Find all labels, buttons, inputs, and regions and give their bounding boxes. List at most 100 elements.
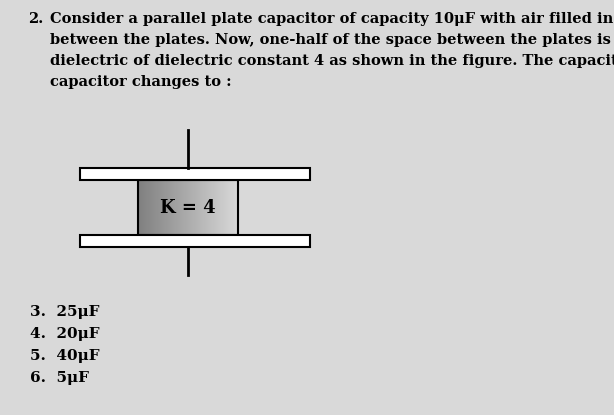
Bar bbox=[222, 180, 223, 235]
Bar bbox=[201, 180, 202, 235]
Text: 4.  20μF: 4. 20μF bbox=[30, 327, 99, 341]
Bar bbox=[225, 180, 226, 235]
Bar bbox=[157, 180, 158, 235]
Bar bbox=[162, 180, 163, 235]
Text: 6.  5μF: 6. 5μF bbox=[30, 371, 89, 385]
Bar bbox=[177, 180, 178, 235]
Bar bbox=[220, 180, 221, 235]
Bar bbox=[192, 180, 193, 235]
Text: 5.  40μF: 5. 40μF bbox=[30, 349, 99, 363]
Bar bbox=[169, 180, 170, 235]
Bar bbox=[156, 180, 157, 235]
Bar bbox=[176, 180, 177, 235]
Bar bbox=[179, 180, 180, 235]
Bar bbox=[237, 180, 238, 235]
Bar bbox=[233, 180, 234, 235]
Bar bbox=[234, 180, 235, 235]
Bar bbox=[175, 180, 176, 235]
Bar bbox=[168, 180, 169, 235]
Bar bbox=[142, 180, 143, 235]
Text: Consider a parallel plate capacitor of capacity 10μF with air filled in the gap
: Consider a parallel plate capacitor of c… bbox=[50, 12, 614, 90]
Bar bbox=[138, 180, 139, 235]
Bar bbox=[181, 180, 182, 235]
Bar bbox=[206, 180, 207, 235]
Bar bbox=[150, 180, 151, 235]
Bar bbox=[182, 180, 183, 235]
Bar bbox=[189, 180, 190, 235]
Bar bbox=[186, 180, 187, 235]
Text: 2.: 2. bbox=[28, 12, 43, 26]
Bar bbox=[215, 180, 216, 235]
Bar bbox=[178, 180, 179, 235]
Bar bbox=[152, 180, 153, 235]
Bar bbox=[221, 180, 222, 235]
Text: K = 4: K = 4 bbox=[160, 198, 216, 217]
Bar bbox=[184, 180, 185, 235]
Bar bbox=[236, 180, 237, 235]
Bar bbox=[172, 180, 173, 235]
Bar bbox=[217, 180, 218, 235]
Bar bbox=[223, 180, 224, 235]
Bar bbox=[196, 180, 197, 235]
Bar bbox=[232, 180, 233, 235]
Bar bbox=[170, 180, 171, 235]
Bar bbox=[231, 180, 232, 235]
Bar bbox=[235, 180, 236, 235]
Bar bbox=[145, 180, 146, 235]
Bar bbox=[80, 168, 310, 180]
Bar bbox=[203, 180, 204, 235]
Bar bbox=[194, 180, 195, 235]
Bar bbox=[200, 180, 201, 235]
Bar bbox=[191, 180, 192, 235]
Bar bbox=[202, 180, 203, 235]
Bar bbox=[185, 180, 186, 235]
Bar bbox=[138, 180, 238, 235]
Bar bbox=[159, 180, 160, 235]
Bar bbox=[195, 180, 196, 235]
Bar bbox=[207, 180, 208, 235]
Bar bbox=[146, 180, 147, 235]
Bar bbox=[230, 180, 231, 235]
Bar bbox=[164, 180, 165, 235]
Bar bbox=[165, 180, 166, 235]
Bar bbox=[151, 180, 152, 235]
Bar bbox=[139, 180, 140, 235]
Bar bbox=[147, 180, 148, 235]
Bar bbox=[183, 180, 184, 235]
Bar bbox=[224, 180, 225, 235]
Bar bbox=[219, 180, 220, 235]
Bar bbox=[173, 180, 174, 235]
Bar bbox=[193, 180, 194, 235]
Bar bbox=[154, 180, 155, 235]
Bar bbox=[198, 180, 199, 235]
Bar bbox=[158, 180, 159, 235]
Bar bbox=[167, 180, 168, 235]
Bar bbox=[214, 180, 215, 235]
Bar bbox=[216, 180, 217, 235]
Bar bbox=[149, 180, 150, 235]
Bar bbox=[141, 180, 142, 235]
Bar bbox=[227, 180, 228, 235]
Bar bbox=[229, 180, 230, 235]
Bar bbox=[209, 180, 210, 235]
Bar bbox=[226, 180, 227, 235]
Bar bbox=[140, 180, 141, 235]
Bar bbox=[163, 180, 164, 235]
Bar bbox=[180, 180, 181, 235]
Bar bbox=[143, 180, 144, 235]
Bar bbox=[80, 235, 310, 247]
Bar bbox=[213, 180, 214, 235]
Bar bbox=[174, 180, 175, 235]
Bar bbox=[205, 180, 206, 235]
Bar bbox=[197, 180, 198, 235]
Bar bbox=[153, 180, 154, 235]
Bar bbox=[228, 180, 229, 235]
Bar bbox=[144, 180, 145, 235]
Bar bbox=[190, 180, 191, 235]
Bar bbox=[188, 180, 189, 235]
Bar bbox=[208, 180, 209, 235]
Bar bbox=[171, 180, 172, 235]
Bar bbox=[218, 180, 219, 235]
Bar bbox=[187, 180, 188, 235]
Bar bbox=[211, 180, 212, 235]
